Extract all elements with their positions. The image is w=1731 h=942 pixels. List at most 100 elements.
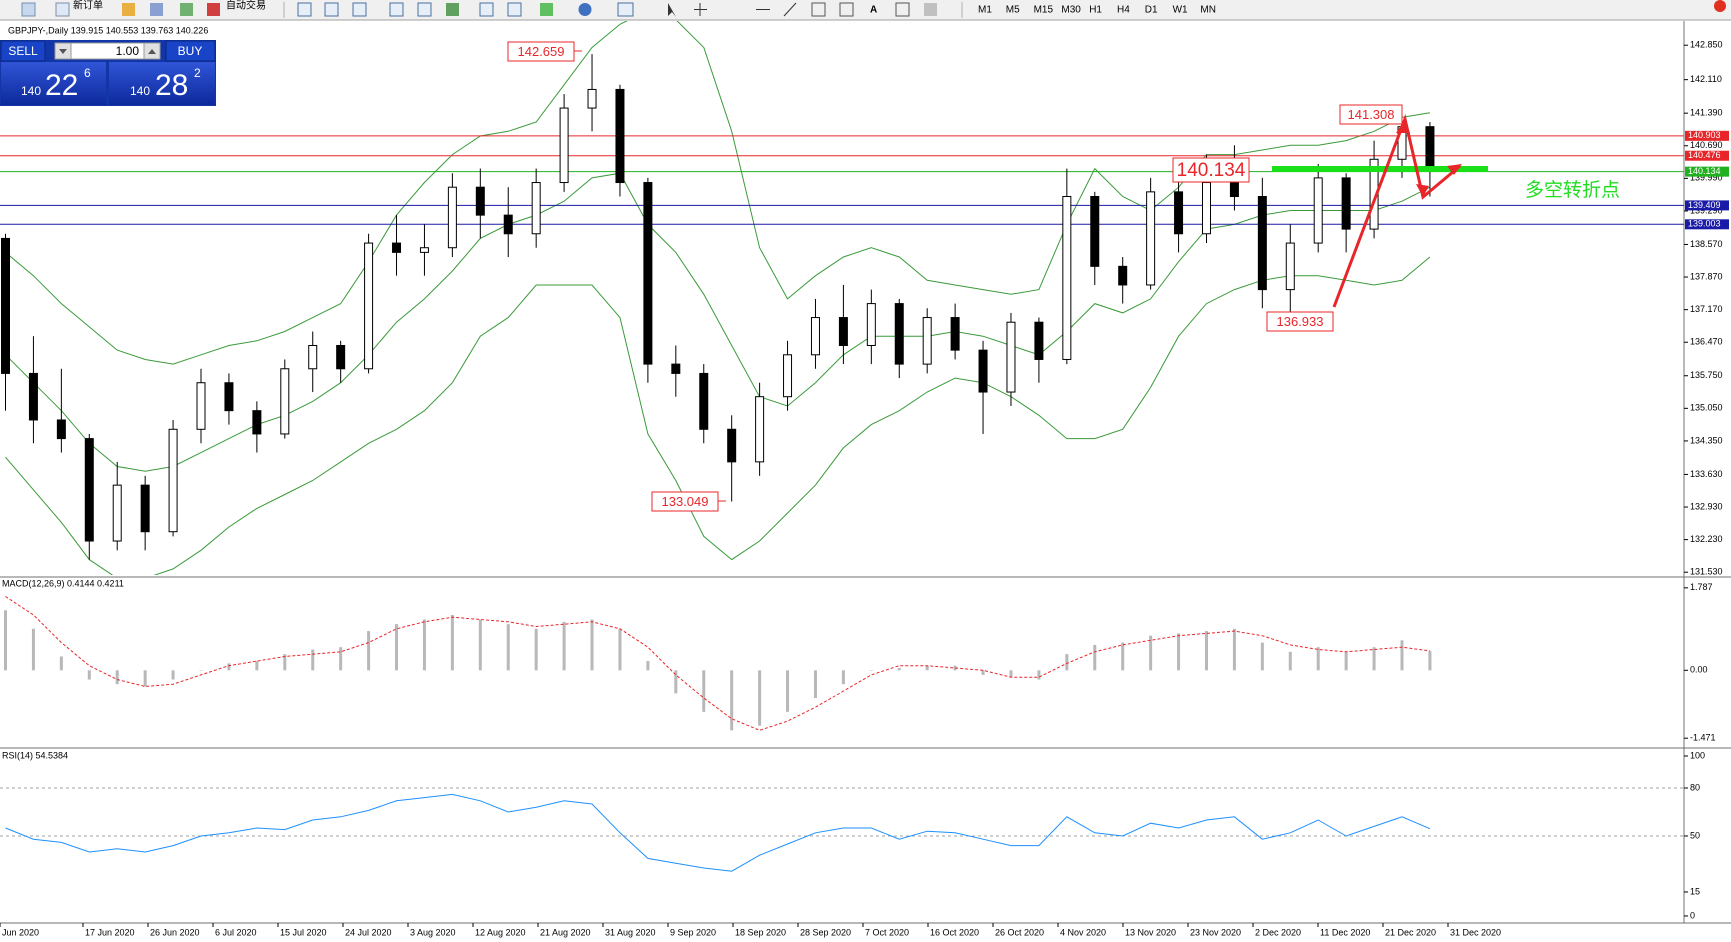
buy-price-box[interactable]	[109, 62, 215, 105]
macd-bar	[506, 624, 510, 671]
auto-trading[interactable]: 自动交易	[226, 0, 266, 12]
buy-label[interactable]: BUY	[178, 44, 203, 58]
icon[interactable]	[895, 2, 910, 17]
macd-bar	[897, 668, 901, 671]
macd-bar	[869, 670, 873, 671]
icon[interactable]	[479, 2, 494, 17]
timeframe[interactable]: M5	[1006, 5, 1020, 16]
candle-body	[1118, 265, 1128, 286]
macd-bar	[1037, 670, 1041, 680]
macd-bar	[1316, 647, 1320, 671]
icon[interactable]	[540, 3, 553, 16]
sell-price-box[interactable]	[1, 62, 106, 105]
icon[interactable]	[507, 2, 522, 17]
sell-button[interactable]	[0, 40, 46, 62]
candle-body	[1229, 182, 1239, 198]
sell-label[interactable]: SELL	[8, 44, 38, 58]
icon[interactable]	[352, 2, 367, 17]
icon[interactable]	[417, 2, 432, 17]
macd-bar	[925, 665, 929, 671]
timeframe[interactable]: H1	[1089, 5, 1102, 16]
candle-body	[755, 396, 765, 463]
icon[interactable]	[446, 3, 459, 16]
cursor-icon[interactable]	[668, 3, 676, 17]
candle-body	[922, 317, 932, 365]
y-tick-label: 139.990	[1690, 173, 1723, 183]
new-order[interactable]: 新订单	[73, 0, 103, 12]
candle-body	[1201, 182, 1211, 235]
candle-body	[280, 368, 290, 435]
macd-bar	[813, 670, 817, 698]
icon[interactable]	[324, 2, 339, 17]
timeframe[interactable]: MN	[1200, 5, 1216, 16]
sell-price-big[interactable]: 140	[21, 84, 41, 98]
y-tick-label: 134.350	[1690, 435, 1723, 445]
icon[interactable]	[617, 2, 634, 17]
macd-bar	[1372, 647, 1376, 671]
timeframe[interactable]: M30	[1061, 5, 1081, 16]
icon[interactable]	[578, 3, 592, 16]
macd-bar	[758, 670, 762, 726]
sell-price-mid[interactable]: 22	[45, 69, 78, 102]
icon[interactable]	[811, 2, 826, 17]
chart-title: GBPJPY-,Daily 139.915 140.553 139.763 14…	[8, 25, 208, 35]
icon[interactable]	[839, 2, 854, 17]
icon[interactable]	[297, 2, 312, 17]
price-label: 139.409	[1688, 200, 1721, 210]
icon[interactable]	[122, 3, 135, 16]
arrow	[148, 49, 156, 54]
timeframe[interactable]: M1	[978, 5, 992, 16]
icon[interactable]	[389, 2, 404, 17]
timeframe[interactable]: W1	[1173, 5, 1188, 16]
buy-price-mid[interactable]: 28	[155, 69, 188, 102]
buy-price-big[interactable]: 140	[130, 84, 150, 98]
macd-bar	[199, 670, 203, 671]
buy-price-small[interactable]: 2	[194, 66, 201, 80]
macd-bar	[1093, 644, 1097, 671]
icon[interactable]	[150, 3, 163, 16]
icon[interactable]	[55, 2, 70, 17]
macd-bar	[367, 631, 371, 671]
price-label: 140.903	[1688, 130, 1721, 140]
candle-body	[28, 372, 38, 421]
rsi-pane	[0, 787, 1684, 872]
timeframe[interactable]: M15	[1034, 5, 1054, 16]
arrow-head	[1396, 119, 1410, 133]
rsi-title: RSI(14) 54.5384	[2, 750, 68, 760]
sell-price-small[interactable]: 6	[84, 66, 91, 80]
lot-value[interactable]: 1.00	[116, 44, 140, 58]
trend-icon[interactable]	[783, 2, 797, 17]
icon[interactable]	[21, 2, 36, 17]
macd-bar	[283, 654, 287, 671]
candle-body	[1034, 321, 1044, 360]
text-icon[interactable]: A	[870, 5, 877, 16]
overlays: 142.659 133.049 141.308 136.933 140.134 多空转折点	[507, 41, 1620, 512]
x-tick-label: 13 Nov 2020	[1125, 927, 1176, 937]
x-tick-label: 24 Jul 2020	[345, 927, 392, 937]
macd-bar	[702, 670, 706, 712]
x-tick-label: 23 Nov 2020	[1190, 927, 1241, 937]
icon[interactable]	[180, 3, 193, 16]
timeframe[interactable]: H4	[1117, 5, 1130, 16]
macd-bar	[339, 647, 343, 671]
macd-bar	[395, 624, 399, 671]
timeframe[interactable]: D1	[1145, 5, 1158, 16]
macd-bar	[618, 628, 622, 671]
candle-body	[308, 344, 318, 370]
candle-body	[1257, 196, 1267, 291]
candle-body	[978, 349, 988, 393]
y-tick-label: -1.471	[1690, 733, 1716, 743]
icon[interactable]	[924, 3, 937, 16]
candle-body	[1090, 196, 1100, 267]
price-label: 140.134	[1688, 166, 1721, 176]
bollinger-band	[5, 256, 1431, 575]
macd-bar	[674, 670, 678, 694]
icon[interactable]	[207, 3, 220, 16]
buy-button[interactable]	[165, 40, 216, 62]
crosshair-icon[interactable]	[694, 3, 707, 16]
x-tick-label: 21 Aug 2020	[540, 927, 591, 937]
x-tick-label: 28 Sep 2020	[800, 927, 851, 937]
annotation-box	[1339, 104, 1403, 125]
alert-icon[interactable]	[1714, 0, 1726, 12]
